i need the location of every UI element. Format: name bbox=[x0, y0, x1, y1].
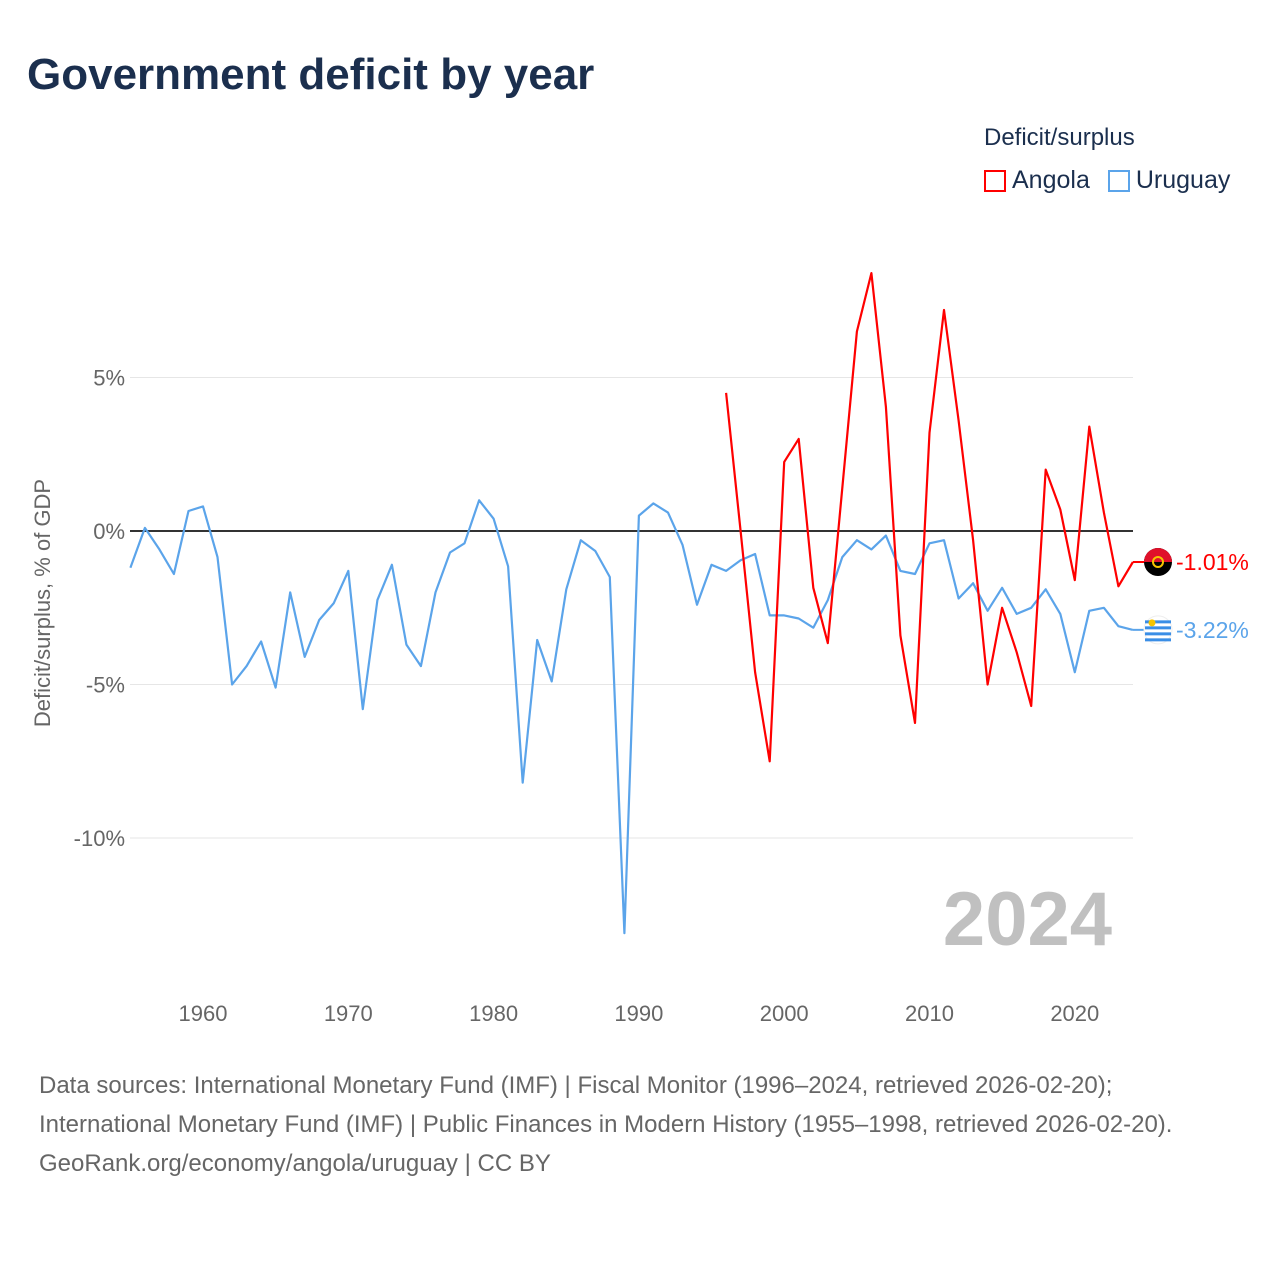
angola-flag-icon-top bbox=[1144, 548, 1172, 563]
uruguay-flag-stripe bbox=[1145, 620, 1171, 624]
legend-label: Uruguay bbox=[1135, 166, 1231, 194]
x-tick-label: 1970 bbox=[324, 1001, 373, 1026]
source-link[interactable]: GeoRank.org/economy/angola/uruguay bbox=[39, 1150, 458, 1177]
legend-title: Deficit/surplus bbox=[984, 124, 1135, 151]
data-sources: Data sources: International Monetary Fun… bbox=[39, 1072, 1173, 1138]
x-tick-label: 2020 bbox=[1050, 1001, 1099, 1026]
y-tick-label: 0% bbox=[93, 519, 125, 544]
x-tick-label: 2010 bbox=[905, 1001, 954, 1026]
x-tick-label: 1980 bbox=[469, 1001, 518, 1026]
legend-item-angola[interactable]: Angola bbox=[984, 166, 1090, 195]
y-axis-label: Deficit/surplus, % of GDP bbox=[30, 479, 55, 727]
x-tick-label: 2000 bbox=[760, 1001, 809, 1026]
angola-flag-emblem bbox=[1152, 556, 1164, 569]
y-tick-label: -5% bbox=[86, 673, 125, 698]
uruguay-flag-sun bbox=[1148, 619, 1156, 627]
legend-label: Angola bbox=[1012, 166, 1090, 194]
x-tick-label: 1960 bbox=[179, 1001, 228, 1026]
footer: Data sources: International Monetary Fun… bbox=[39, 1066, 1239, 1183]
legend: Angola Uruguay bbox=[984, 166, 1230, 195]
x-tick-label: 1990 bbox=[614, 1001, 663, 1026]
chart-title: Government deficit by year bbox=[27, 50, 595, 99]
license: | CC BY bbox=[457, 1150, 551, 1177]
legend-item-uruguay[interactable]: Uruguay bbox=[1107, 166, 1231, 195]
uruguay-flag-stripe bbox=[1145, 626, 1171, 630]
uruguay-flag-stripe bbox=[1145, 638, 1171, 642]
legend-swatch-angola bbox=[984, 169, 1006, 192]
series-line-uruguay bbox=[129, 499, 1134, 935]
legend-swatch-uruguay bbox=[1107, 169, 1130, 192]
year-watermark: 2024 bbox=[943, 877, 1112, 962]
uruguay-flag-stripe bbox=[1145, 632, 1171, 636]
y-tick-label: 5% bbox=[93, 366, 125, 391]
series-line-angola bbox=[725, 272, 1134, 763]
end-value-label: -3.22% bbox=[1176, 617, 1249, 643]
y-tick-label: -10% bbox=[74, 826, 125, 851]
end-value-label: -1.01% bbox=[1176, 549, 1249, 575]
